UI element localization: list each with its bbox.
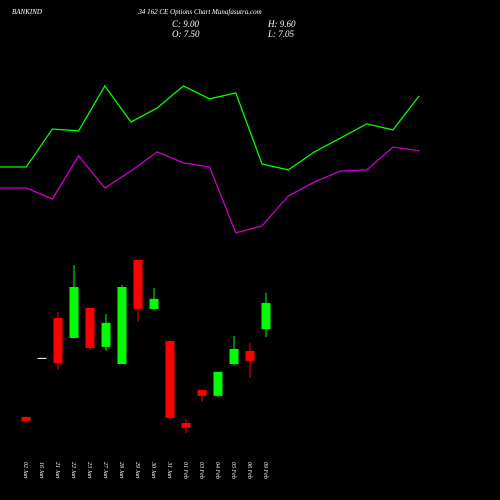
candle-body: [197, 389, 207, 396]
candle-body: [101, 322, 111, 347]
x-tick-label: 30 Jan: [150, 461, 156, 478]
x-tick-label: 29 Jan: [134, 462, 140, 478]
x-tick-label: 04 Feb: [214, 462, 221, 479]
high-label: H: 9.60: [267, 19, 296, 29]
indicator-line: [0, 84, 420, 171]
x-tick-label: 02 Jan: [22, 462, 28, 478]
candle-body: [85, 308, 95, 348]
candle-body: [245, 350, 255, 361]
low-label: L: 7.05: [267, 29, 295, 39]
candle-body: [213, 371, 223, 396]
candle-body: [37, 357, 47, 359]
candle-body: [229, 348, 239, 365]
candle-body: [165, 340, 175, 418]
x-tick-label: 27 Jan: [102, 462, 108, 478]
x-tick-label: 23 Jan: [86, 462, 92, 478]
x-tick-label: 06 Feb: [246, 462, 252, 479]
candle-body: [261, 302, 271, 330]
x-tick-label: 22 Jan: [70, 462, 76, 478]
x-tick-label: 03 Feb: [198, 462, 204, 479]
candle-body: [133, 259, 143, 309]
x-tick-label: 09 Feb: [262, 462, 268, 479]
chart-title: 34 162 CE Options Chart Munafasutra.com: [137, 8, 261, 16]
x-tick-label: 16 Jan: [38, 462, 44, 478]
candle-body: [69, 287, 79, 338]
close-label: C: 9.00: [172, 19, 200, 29]
open-label: O: 7.50: [172, 29, 200, 39]
x-tick-label: 31 Jan: [166, 461, 172, 478]
indicator-line: [0, 146, 420, 234]
candle-body: [181, 422, 191, 428]
x-tick-label: 01 Feb: [182, 462, 188, 479]
x-tick-label: 05 Feb: [230, 462, 236, 479]
candle-body: [21, 416, 31, 421]
candle-body: [117, 287, 127, 365]
x-tick-label: 28 Jan: [118, 462, 124, 478]
symbol: BANKIND: [12, 8, 42, 16]
candle-body: [53, 317, 63, 363]
x-tick-label: 21 Jan: [54, 462, 60, 478]
candle-body: [149, 298, 159, 309]
